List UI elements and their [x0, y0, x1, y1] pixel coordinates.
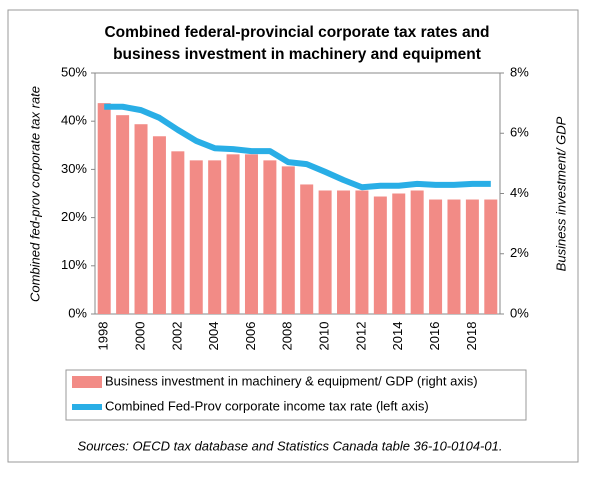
x-tick-label: 1998: [96, 322, 111, 351]
line: [104, 103, 491, 191]
x-tick-label: 2012: [353, 322, 368, 351]
y-tick-label: 0%: [68, 305, 87, 320]
bar: [171, 151, 185, 314]
y-axis-label: Combined fed-prov corporate tax rate: [27, 86, 42, 302]
legend-swatch: [72, 376, 102, 388]
bar: [447, 199, 461, 314]
bar: [134, 124, 148, 315]
bar: [318, 190, 332, 314]
x-tick-label: 2002: [169, 322, 184, 351]
x-tick-label: 2014: [390, 322, 405, 351]
y-tick-label: 40%: [61, 113, 87, 128]
legend-label: Business investment in machinery & equip…: [105, 373, 478, 388]
y2-tick-label: 4%: [510, 185, 529, 200]
bar: [226, 154, 240, 314]
bar: [410, 190, 424, 314]
x-tick-label: 2004: [206, 322, 221, 351]
y-tick-label: 30%: [61, 161, 87, 176]
bar: [337, 190, 351, 314]
y2-tick-label: 8%: [510, 64, 529, 79]
x-tick-label: 2018: [464, 322, 479, 351]
bar: [281, 166, 295, 314]
x-tick-label: 2008: [280, 322, 295, 351]
source-note: Sources: OECD tax database and Statistic…: [78, 438, 503, 453]
bar: [484, 199, 498, 314]
bar: [355, 190, 369, 314]
bar: [208, 160, 222, 314]
legend-frame: [65, 369, 527, 421]
y2-tick-label: 0%: [510, 305, 529, 320]
bar: [429, 199, 443, 314]
x-tick-label: 2010: [317, 322, 332, 351]
x-tick-label: 2016: [427, 322, 442, 351]
bar: [97, 103, 111, 314]
bar: [152, 136, 166, 314]
chart-title: business investment in machinery and equ…: [113, 46, 481, 63]
y-tick-label: 20%: [61, 209, 87, 224]
y2-tick-label: 6%: [510, 125, 529, 140]
bar: [244, 154, 258, 314]
x-tick-label: 2000: [132, 322, 147, 351]
bar: [263, 160, 277, 314]
bar: [116, 115, 130, 314]
bar: [300, 184, 314, 314]
y2-tick-label: 2%: [510, 245, 529, 260]
bar: [189, 160, 203, 314]
bar: [373, 196, 387, 314]
y2-axis-label: Business investment/ GDP: [553, 116, 568, 271]
bar: [392, 193, 406, 314]
y-tick-label: 10%: [61, 257, 87, 272]
y-tick-label: 50%: [61, 64, 87, 79]
legend-label: Combined Fed-Prov corporate income tax r…: [105, 398, 429, 413]
bar: [465, 199, 479, 314]
chart-title: Combined federal-provincial corporate ta…: [104, 24, 489, 41]
x-tick-label: 2006: [243, 322, 258, 351]
